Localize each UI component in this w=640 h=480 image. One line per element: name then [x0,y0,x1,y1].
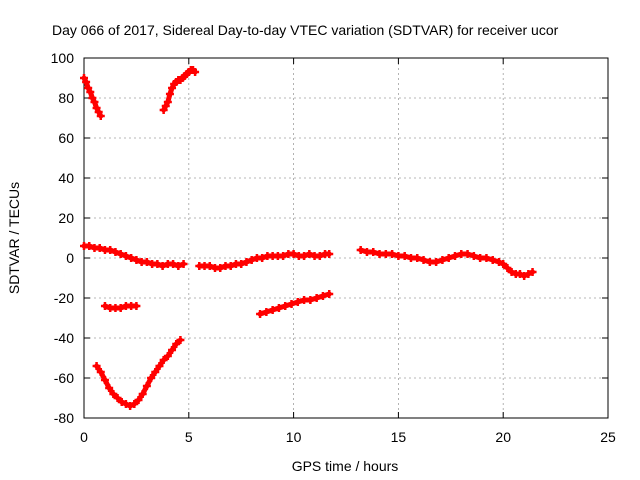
y-tick-label: 0 [66,250,74,266]
x-tick-label: 20 [495,429,511,445]
data-point-markers [356,246,537,280]
grid [84,58,608,418]
series-arc-6 [92,336,185,410]
data-point-trace [102,303,139,311]
x-tick-label: 15 [391,429,407,445]
y-axis-label: SDTVAR / TECUs [6,182,22,294]
y-tick-label: -80 [54,410,74,426]
series-arc-3 [80,242,188,270]
series-arc-7 [256,290,334,318]
axis-ticks: 0 5 10 15 20 25 -80 -60 -40 -20 0 20 40 60 80 100 [51,50,616,445]
series-arc-4 [195,250,334,272]
data-point-trace [257,291,332,317]
data-point-trace [94,337,183,409]
series-arc-1 [80,74,105,120]
series-arc-5 [100,302,141,312]
series-arc-2 [159,66,200,114]
y-tick-label: 100 [51,50,75,66]
data-points [80,66,537,410]
x-axis-label: GPS time / hours [292,458,399,474]
y-tick-label: 60 [58,130,74,146]
data-point-trace [196,251,332,271]
x-tick-label: 25 [600,429,616,445]
data-point-trace [161,67,198,113]
y-tick-label: 20 [58,210,74,226]
series-arc-8 [356,246,537,280]
y-tick-label: 40 [58,170,74,186]
data-point-trace [358,247,536,279]
data-point-trace [81,243,187,269]
plot-frame [83,57,609,419]
x-tick-label: 5 [185,429,193,445]
y-tick-label: -60 [54,370,74,386]
y-tick-label: -40 [54,330,74,346]
data-point-trace [81,75,104,119]
y-tick-label: 80 [58,90,74,106]
x-tick-label: 10 [286,429,302,445]
x-tick-label: 0 [80,429,88,445]
y-tick-label: -20 [54,290,74,306]
chart-title: Day 066 of 2017, Sidereal Day-to-day VTE… [52,22,559,38]
